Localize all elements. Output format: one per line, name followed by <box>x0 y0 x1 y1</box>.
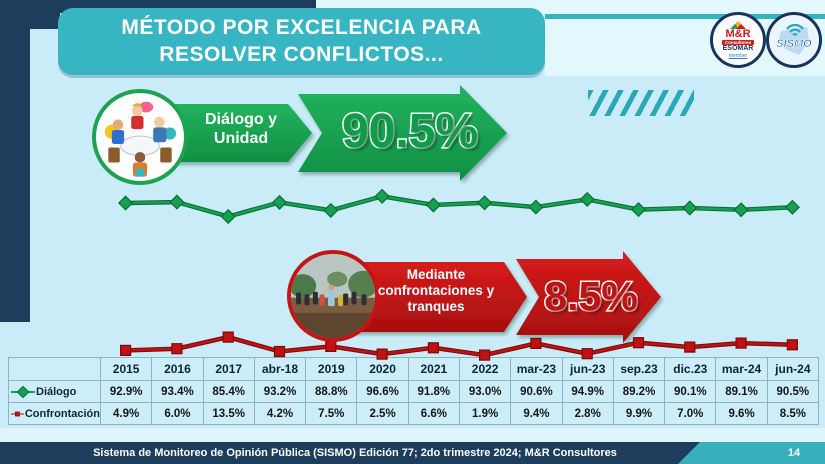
table-value-s0-c8: 90.6% <box>511 381 563 403</box>
table-value-s1-c5: 2.5% <box>357 403 409 425</box>
corner-navy-block <box>0 0 60 29</box>
table-value-s0-c12: 89.1% <box>716 381 768 403</box>
dialog-meeting-illustration <box>92 89 188 185</box>
table-value-s0-c6: 91.8% <box>408 381 460 403</box>
trend-line-confrontacion <box>119 331 799 361</box>
sismo-logo: SISMO <box>766 12 822 68</box>
table-header-col-0: 2015 <box>101 358 153 381</box>
table-value-s0-c2: 85.4% <box>203 381 255 403</box>
table-header-col-12: mar-24 <box>716 358 768 381</box>
table-header-col-6: 2021 <box>408 358 460 381</box>
table-value-s0-c1: 93.4% <box>152 381 204 403</box>
table-header-col-2: 2017 <box>203 358 255 381</box>
esomar-label: ESOMAR <box>722 45 754 53</box>
table-value-s0-c10: 89.2% <box>613 381 666 403</box>
confrontation-banner-label: Mediante confrontaciones y tranques <box>377 267 495 314</box>
table-value-s1-c3: 4.2% <box>254 403 307 425</box>
table-header-col-1: 2016 <box>152 358 204 381</box>
footer-teal-segment <box>678 442 825 464</box>
table-header-col-13: jun-24 <box>767 358 819 381</box>
diamond-legend-icon <box>11 385 35 398</box>
footer-source-text: Sistema de Monitoreo de Opinión Pública … <box>93 447 617 459</box>
table-header-col-4: 2019 <box>306 358 358 381</box>
footer-bar <box>0 442 825 464</box>
confrontation-photo <box>287 250 379 342</box>
table-value-s1-c11: 7.0% <box>665 403 717 425</box>
meeting-people-icon <box>104 101 177 177</box>
table-value-s1-c6: 6.6% <box>408 403 460 425</box>
header-teal-line <box>545 14 825 19</box>
confrontation-arrow-shape <box>330 251 661 343</box>
mr-logo-name: M&R <box>725 27 751 40</box>
table-value-s1-c1: 6.0% <box>152 403 204 425</box>
table-value-s1-c10: 9.9% <box>613 403 666 425</box>
table-value-s0-c4: 88.8% <box>306 381 358 403</box>
table-value-s1-c9: 2.8% <box>562 403 614 425</box>
page-title: MÉTODO POR EXCELENCIA PARA RESOLVER CONF… <box>121 16 482 66</box>
table-header-col-11: dic.23 <box>665 358 717 381</box>
table-header-col-8: mar-23 <box>511 358 563 381</box>
square-legend-icon <box>11 411 24 416</box>
sismo-logo-graphic-icon: SISMO <box>776 23 812 55</box>
table-value-s1-c13: 8.5% <box>767 403 819 425</box>
table-value-s1-c12: 9.6% <box>716 403 768 425</box>
table-value-s0-c9: 94.9% <box>562 381 614 403</box>
table-value-s0-c13: 90.5% <box>767 381 819 403</box>
table-header-col-5: 2020 <box>357 358 409 381</box>
dialog-banner-label: Diálogo y Unidad <box>204 111 277 148</box>
esomar-member-label: member <box>728 52 748 59</box>
dialog-arrow-shape <box>150 85 507 181</box>
diagonal-hatch-decoration <box>588 90 694 116</box>
table-header-col-3: abr-18 <box>254 358 307 381</box>
mr-logo-subtitle: Consultores <box>721 39 755 46</box>
table-value-s0-c3: 93.2% <box>254 381 307 403</box>
table-header-col-9: jun-23 <box>562 358 614 381</box>
table-corner-cell <box>9 358 101 381</box>
legend-dialogo: Diálogo <box>9 381 101 403</box>
table-value-s1-c8: 9.4% <box>511 403 563 425</box>
table-value-s0-c0: 92.9% <box>101 381 153 403</box>
page-number: 14 <box>787 447 801 459</box>
legend-confrontacion: Confrontación <box>9 403 101 425</box>
sismo-logo-text: SISMO <box>776 38 812 50</box>
table-value-s0-c11: 90.1% <box>665 381 717 403</box>
table-value-s1-c7: 1.9% <box>459 403 512 425</box>
pre-footer-strip <box>0 428 825 442</box>
title-banner: MÉTODO POR EXCELENCIA PARA RESOLVER CONF… <box>58 8 545 75</box>
table-value-s0-c7: 93.0% <box>459 381 512 403</box>
table-header-col-7: 2022 <box>459 358 512 381</box>
results-table: 2015 2016 2017 abr-18 2019 2020 2021 2022 mar-23… <box>8 357 819 425</box>
dialog-percentage: 90.5% <box>340 104 479 160</box>
left-navy-band <box>0 0 30 322</box>
trend-line-dialogo <box>118 188 800 225</box>
table-value-s0-c5: 96.6% <box>357 381 409 403</box>
table-header-col-10: sep.23 <box>613 358 666 381</box>
table-value-s1-c0: 4.9% <box>101 403 153 425</box>
mr-consultores-logo: M&R Consultores ESOMAR member <box>710 12 766 68</box>
confrontation-percentage: 8.5% <box>543 272 639 321</box>
table-value-s1-c4: 7.5% <box>306 403 358 425</box>
mr-logo-graphic-icon <box>730 20 746 29</box>
table-value-s1-c2: 13.5% <box>203 403 255 425</box>
